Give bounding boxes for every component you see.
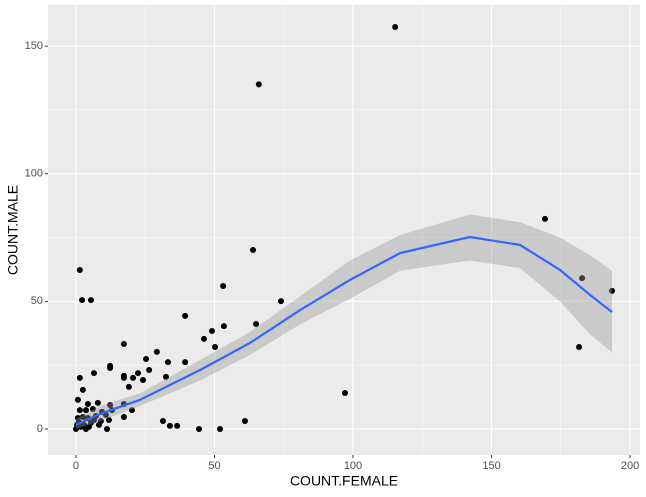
smooth-line xyxy=(75,235,613,426)
point xyxy=(76,374,83,381)
y-tick-label: 100 xyxy=(25,168,43,180)
point xyxy=(277,298,284,305)
confidence-band xyxy=(75,214,613,429)
point xyxy=(84,400,91,407)
point xyxy=(125,383,132,390)
point xyxy=(130,374,137,381)
point xyxy=(79,413,86,420)
point xyxy=(79,386,86,393)
point xyxy=(163,373,170,380)
point xyxy=(128,407,135,414)
point xyxy=(120,413,127,420)
point xyxy=(89,406,96,413)
point xyxy=(195,425,202,432)
x-tick-label: 50 xyxy=(208,460,220,472)
point xyxy=(140,376,147,383)
point xyxy=(107,401,114,408)
x-tick-label: 200 xyxy=(621,460,639,472)
point xyxy=(79,297,86,304)
point xyxy=(87,297,94,304)
point xyxy=(143,356,150,363)
point xyxy=(182,312,189,319)
point xyxy=(164,359,171,366)
point xyxy=(82,407,89,414)
point xyxy=(107,364,114,371)
point xyxy=(97,418,104,425)
point xyxy=(217,425,224,432)
point xyxy=(200,335,207,342)
point xyxy=(74,396,81,403)
point xyxy=(212,344,219,351)
point xyxy=(104,425,111,432)
point xyxy=(220,283,227,290)
x-tick-label: 0 xyxy=(73,460,79,472)
point xyxy=(120,374,127,381)
point xyxy=(146,367,153,374)
point xyxy=(609,287,616,294)
panel xyxy=(48,5,640,455)
y-tick-label: 0 xyxy=(37,423,43,435)
x-axis-title: COUNT.FEMALE xyxy=(290,473,398,489)
point xyxy=(208,327,215,334)
y-axis-title: COUNT.MALE xyxy=(5,185,21,275)
point xyxy=(576,344,583,351)
point xyxy=(249,247,256,254)
point xyxy=(241,418,248,425)
point xyxy=(76,407,83,414)
point xyxy=(255,81,262,88)
point xyxy=(182,359,189,366)
point xyxy=(541,215,548,222)
point xyxy=(579,275,586,282)
point xyxy=(392,23,399,30)
y-tick-label: 50 xyxy=(31,295,43,307)
x-tick-label: 100 xyxy=(344,460,362,472)
point xyxy=(105,417,112,424)
point xyxy=(90,370,97,377)
point xyxy=(120,340,127,347)
point xyxy=(159,418,166,425)
point xyxy=(153,348,160,355)
point xyxy=(94,399,101,406)
point xyxy=(253,321,260,328)
x-tick-label: 150 xyxy=(482,460,500,472)
point xyxy=(220,323,227,330)
point xyxy=(341,389,348,396)
point xyxy=(166,422,173,429)
point xyxy=(174,422,181,429)
point xyxy=(135,370,142,377)
point xyxy=(76,266,83,273)
point xyxy=(74,414,81,421)
y-tick-label: 150 xyxy=(25,40,43,52)
